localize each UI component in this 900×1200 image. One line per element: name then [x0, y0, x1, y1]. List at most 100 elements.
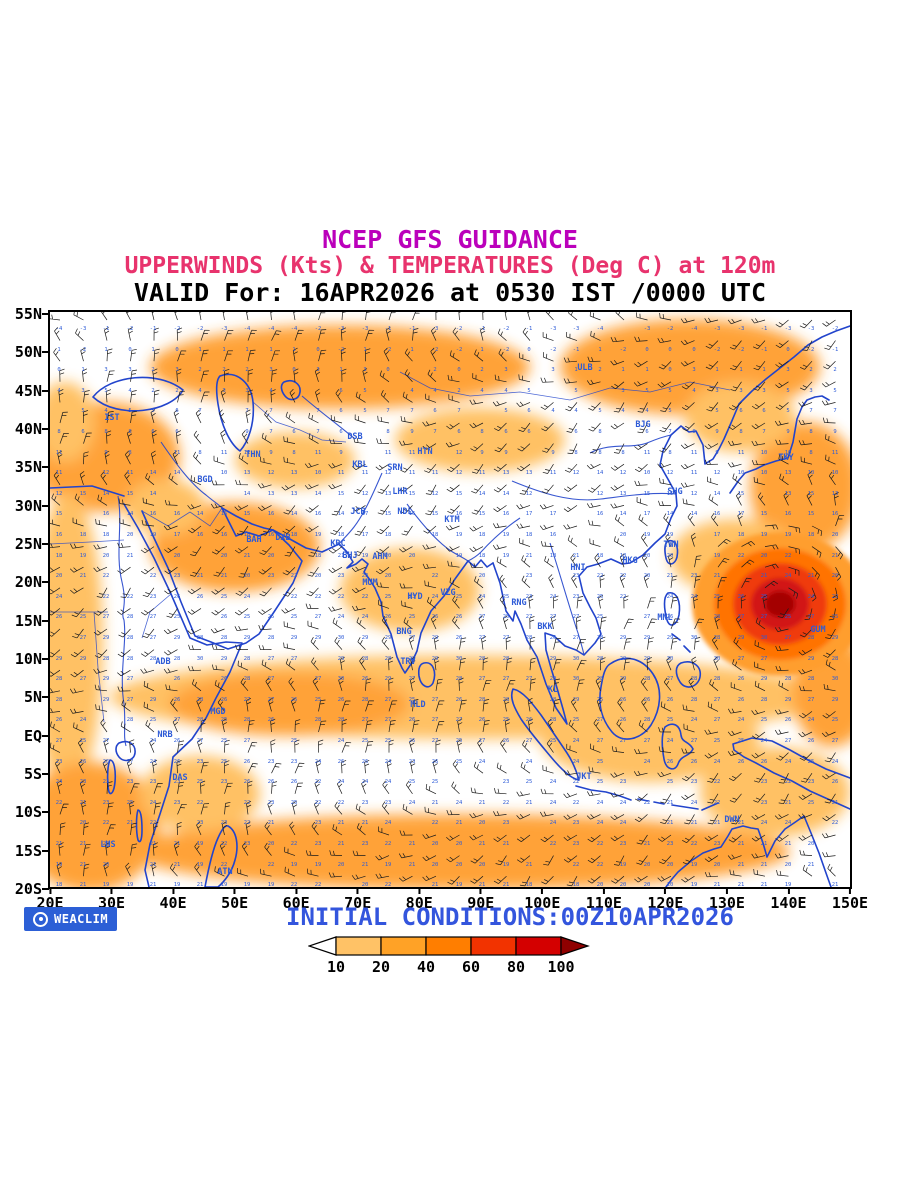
- svg-text:10: 10: [808, 470, 815, 476]
- svg-text:9: 9: [715, 450, 718, 456]
- svg-text:24: 24: [550, 594, 557, 600]
- svg-text:23: 23: [362, 800, 369, 806]
- svg-text:27: 27: [127, 759, 134, 765]
- svg-text:14: 14: [197, 511, 204, 517]
- svg-text:15: 15: [808, 511, 815, 517]
- svg-text:27: 27: [56, 738, 63, 744]
- svg-text:19: 19: [691, 862, 698, 868]
- svg-text:0: 0: [292, 367, 295, 373]
- svg-text:1: 1: [245, 347, 248, 353]
- svg-text:4: 4: [57, 388, 61, 394]
- svg-text:29: 29: [550, 656, 557, 662]
- svg-text:4: 4: [104, 408, 108, 414]
- svg-text:21: 21: [80, 882, 87, 887]
- svg-text:26: 26: [550, 635, 557, 641]
- svg-text:13: 13: [291, 491, 298, 497]
- svg-text:26: 26: [832, 779, 839, 785]
- svg-text:27: 27: [597, 738, 604, 744]
- svg-text:22: 22: [432, 820, 439, 826]
- station-label-KL: KL: [548, 685, 558, 695]
- svg-text:27: 27: [667, 676, 674, 682]
- svg-text:26: 26: [56, 614, 63, 620]
- svg-text:18: 18: [56, 553, 63, 559]
- svg-text:10: 10: [327, 958, 345, 976]
- svg-text:26: 26: [738, 759, 745, 765]
- svg-text:29: 29: [338, 656, 345, 662]
- svg-text:13: 13: [268, 491, 275, 497]
- svg-text:21: 21: [56, 841, 63, 847]
- svg-text:24: 24: [808, 717, 815, 723]
- svg-text:21: 21: [174, 841, 181, 847]
- svg-text:-1: -1: [761, 326, 768, 332]
- station-label-BHJ: BHJ: [342, 551, 357, 561]
- svg-text:22: 22: [291, 594, 298, 600]
- svg-text:1: 1: [574, 367, 577, 373]
- svg-text:17: 17: [362, 532, 369, 538]
- svg-text:27: 27: [738, 656, 745, 662]
- svg-text:14: 14: [103, 491, 110, 497]
- svg-text:29: 29: [315, 635, 322, 641]
- svg-text:22: 22: [738, 553, 745, 559]
- svg-text:9: 9: [715, 429, 718, 435]
- station-label-BGD: BGD: [197, 475, 212, 485]
- svg-text:18: 18: [526, 532, 533, 538]
- svg-text:1: 1: [621, 367, 624, 373]
- svg-text:8: 8: [480, 429, 483, 435]
- svg-text:24: 24: [56, 594, 63, 600]
- lat-label-55N: 55N: [0, 305, 42, 323]
- svg-text:28: 28: [315, 717, 322, 723]
- svg-text:18: 18: [597, 553, 604, 559]
- svg-text:26: 26: [738, 594, 745, 600]
- svg-text:80: 80: [507, 958, 525, 976]
- svg-text:24: 24: [550, 820, 557, 826]
- svg-text:8: 8: [809, 429, 812, 435]
- svg-text:24: 24: [714, 759, 721, 765]
- svg-text:16: 16: [597, 511, 604, 517]
- svg-text:16: 16: [268, 511, 275, 517]
- svg-text:29: 29: [385, 676, 392, 682]
- svg-text:7: 7: [762, 429, 765, 435]
- station-label-NRB: NRB: [157, 730, 172, 740]
- svg-text:30: 30: [832, 676, 839, 682]
- svg-text:25: 25: [456, 738, 463, 744]
- svg-text:19: 19: [291, 862, 298, 868]
- svg-text:24: 24: [385, 779, 392, 785]
- svg-text:21: 21: [150, 841, 157, 847]
- svg-text:-1: -1: [409, 326, 416, 332]
- svg-text:8: 8: [128, 450, 131, 456]
- svg-text:-1: -1: [526, 326, 533, 332]
- station-label-KBL: KBL: [352, 460, 367, 470]
- svg-text:25: 25: [597, 759, 604, 765]
- svg-text:30: 30: [338, 635, 345, 641]
- lat-label-10S: 10S: [0, 803, 42, 821]
- svg-text:25: 25: [785, 614, 792, 620]
- svg-text:12: 12: [56, 491, 63, 497]
- svg-text:14: 14: [244, 491, 251, 497]
- svg-text:25: 25: [197, 779, 204, 785]
- svg-text:25: 25: [503, 717, 510, 723]
- svg-text:25: 25: [503, 594, 510, 600]
- svg-text:27: 27: [409, 676, 416, 682]
- svg-text:29: 29: [620, 676, 627, 682]
- svg-text:14: 14: [691, 511, 698, 517]
- svg-text:1: 1: [410, 347, 413, 353]
- svg-text:20: 20: [80, 820, 87, 826]
- svg-text:27: 27: [103, 738, 110, 744]
- svg-text:13: 13: [785, 491, 792, 497]
- svg-text:20: 20: [385, 573, 392, 579]
- svg-text:28: 28: [385, 656, 392, 662]
- svg-text:1: 1: [222, 347, 225, 353]
- svg-text:28: 28: [691, 697, 698, 703]
- svg-text:12: 12: [667, 470, 674, 476]
- svg-text:2: 2: [433, 367, 436, 373]
- svg-text:14: 14: [620, 511, 627, 517]
- svg-text:6: 6: [457, 429, 460, 435]
- station-label-JCB: JCB: [350, 507, 365, 517]
- svg-text:28: 28: [221, 635, 228, 641]
- svg-text:20: 20: [456, 862, 463, 868]
- svg-text:28: 28: [197, 697, 204, 703]
- station-label-KTM: KTM: [444, 515, 459, 525]
- svg-text:25: 25: [597, 779, 604, 785]
- svg-text:-2: -2: [667, 326, 674, 332]
- svg-text:21: 21: [667, 820, 674, 826]
